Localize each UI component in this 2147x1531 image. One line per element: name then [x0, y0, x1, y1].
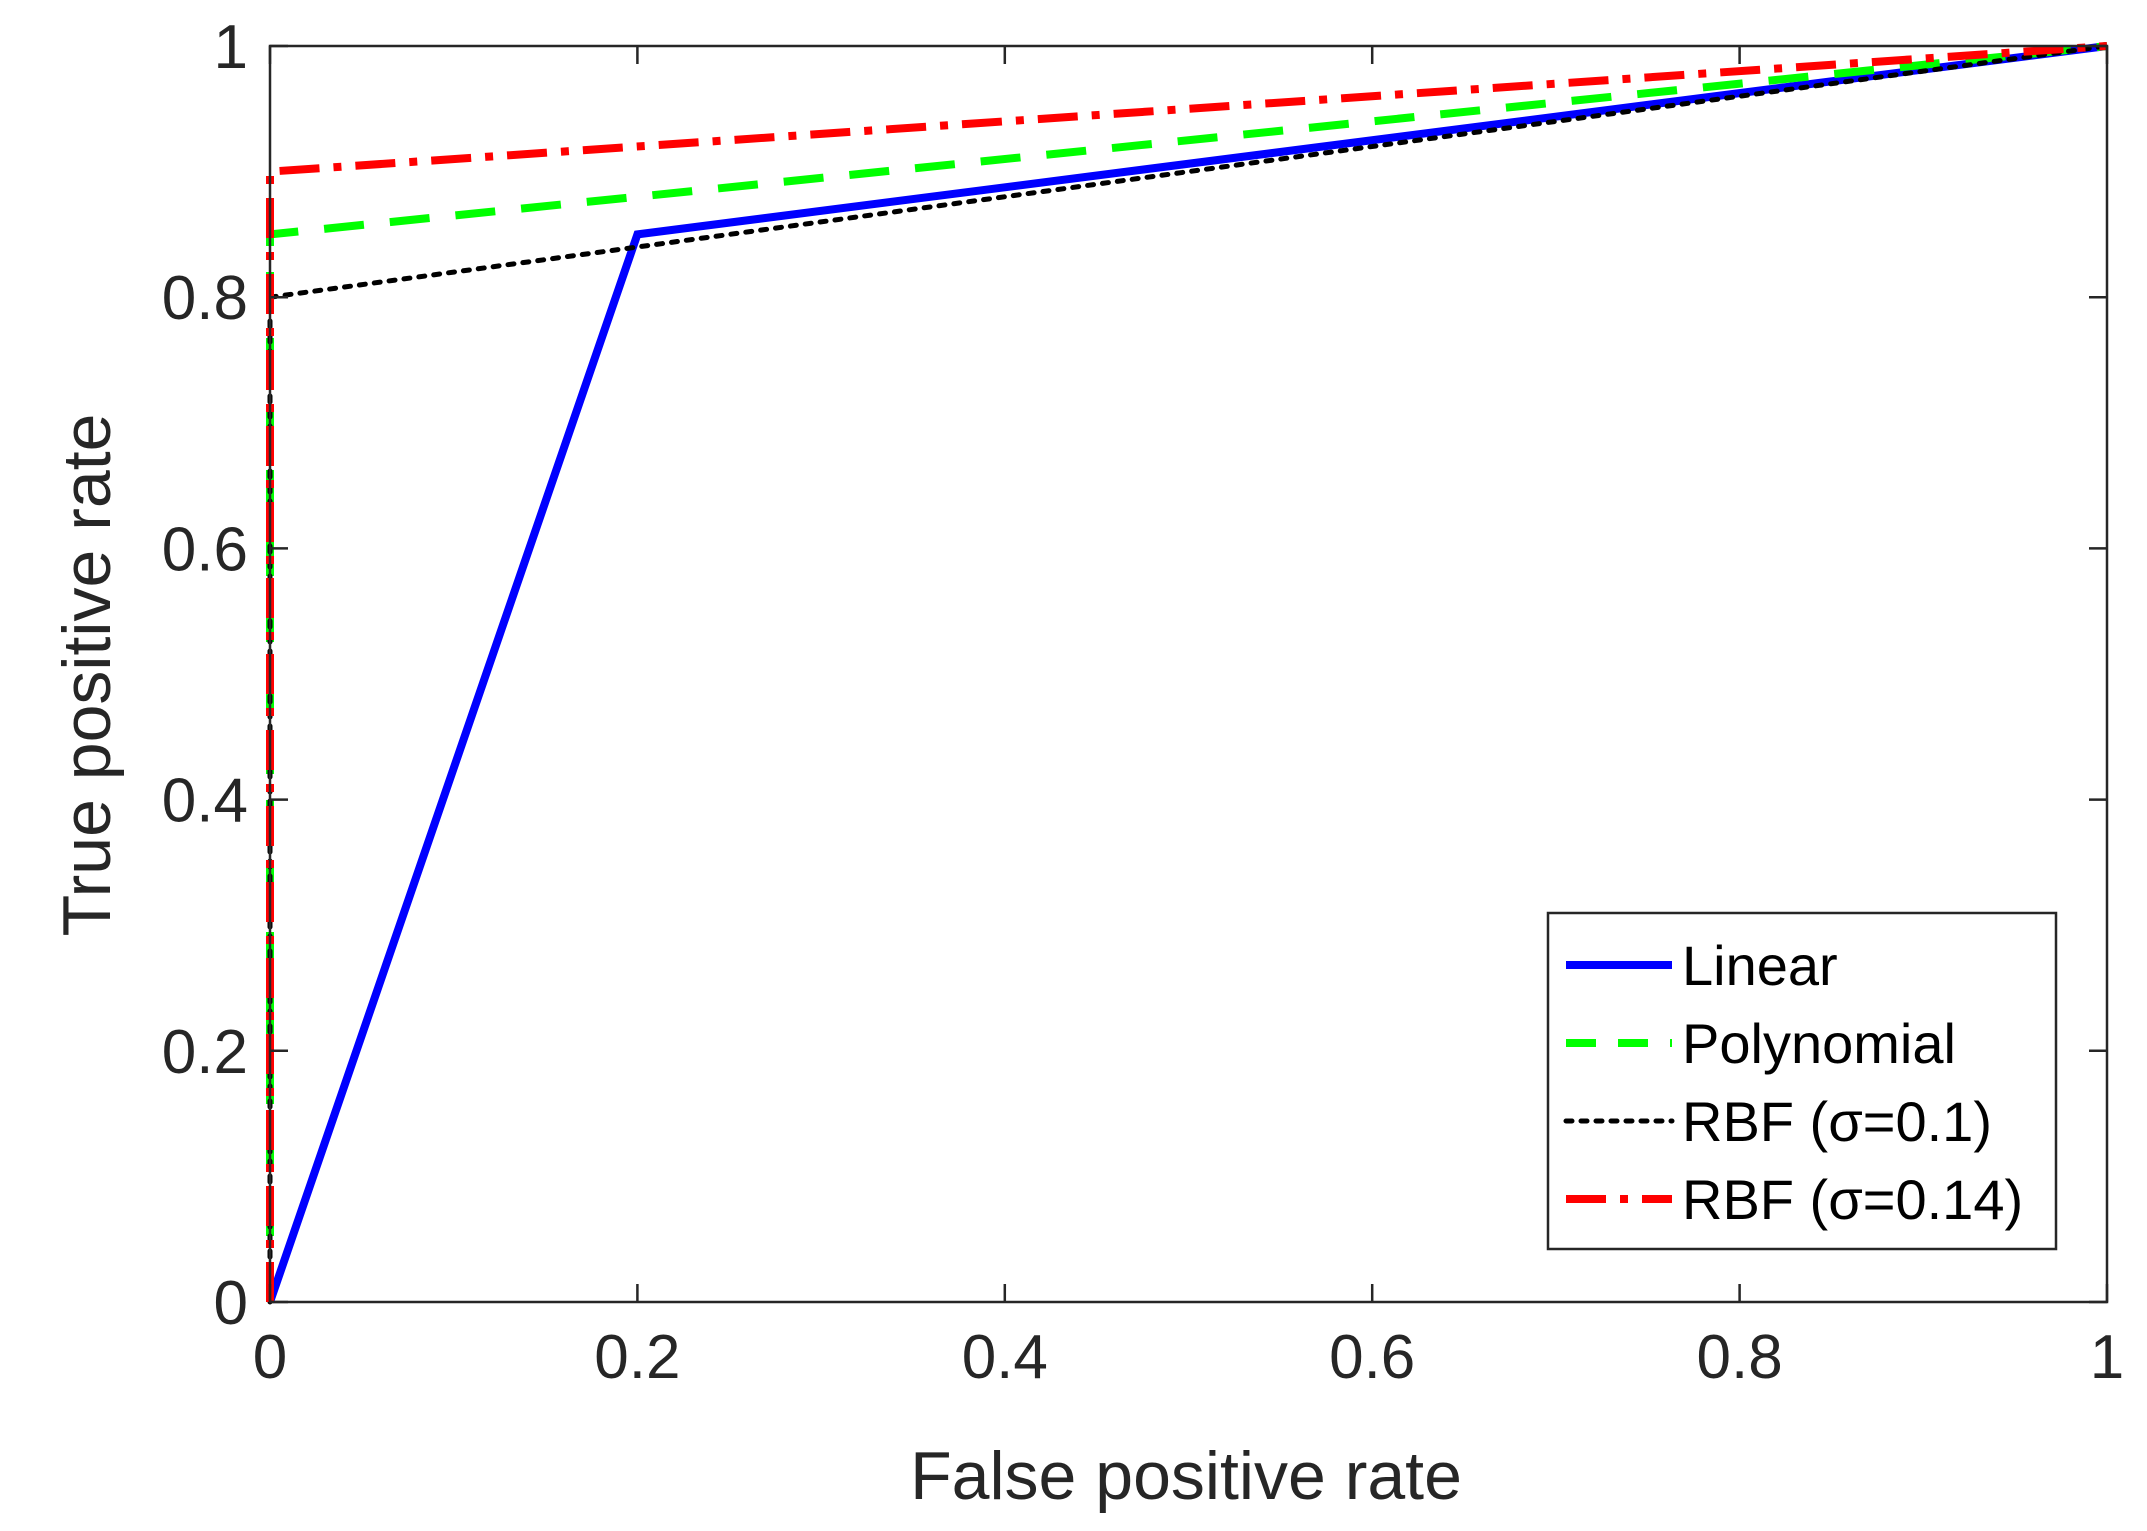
- y-tick-label: 0: [214, 1269, 248, 1338]
- series-line-3: [266, 42, 2108, 1302]
- x-tick-label: 0: [253, 1323, 287, 1392]
- y-tick-label: 0.2: [162, 1018, 248, 1087]
- y-tick-label: 0.6: [162, 515, 248, 584]
- x-tick-label: 0.4: [962, 1323, 1048, 1392]
- x-tick-label: 1: [2090, 1323, 2124, 1392]
- x-axis-title: False positive rate: [910, 1438, 1462, 1514]
- y-tick-label: 0.4: [162, 767, 248, 836]
- legend: Linear Polynomial RBF (σ=0.1) RBF (σ=0.14): [1546, 911, 2058, 1251]
- legend-label-3: RBF (σ=0.14): [1682, 1168, 2023, 1231]
- x-tick-label: 0.6: [1329, 1323, 1415, 1392]
- labels-layer: 0 0.2 0.4 0.6 0.8 1 0 0.2 0.4 0.6 0.8 1: [162, 13, 2124, 1392]
- legend-label-1: Polynomial: [1682, 1012, 1956, 1075]
- ticks-layer: [268, 44, 2109, 1304]
- axes-box: [268, 44, 2109, 1304]
- x-tick-label: 0.2: [594, 1323, 680, 1392]
- y-tick-label: 0.8: [162, 264, 248, 333]
- series-line-0: [266, 42, 2108, 1304]
- x-tick-label: 0.8: [1696, 1323, 1782, 1392]
- y-axis-title: True positive rate: [49, 414, 125, 937]
- legend-label-0: Linear: [1682, 934, 1838, 997]
- legend-label-2: RBF (σ=0.1): [1682, 1090, 1992, 1153]
- y-tick-label: 1: [214, 13, 248, 82]
